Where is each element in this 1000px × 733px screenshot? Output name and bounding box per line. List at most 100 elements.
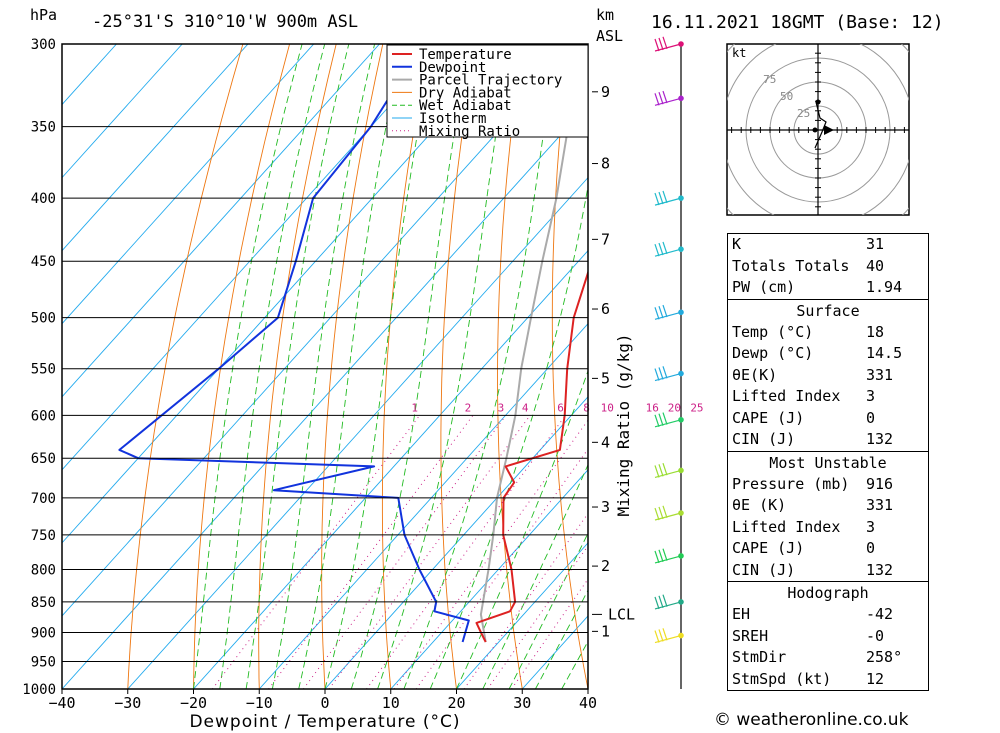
km-tick-label: 3 [601, 498, 610, 516]
isotherm [62, 44, 512, 544]
wind-barb-flag [658, 37, 664, 51]
dry-adiabat [551, 44, 588, 689]
wind-barb-flag [662, 594, 668, 607]
wind-barb-flag [654, 507, 660, 521]
dry-adiabat [942, 44, 1000, 689]
totals-label: Totals Totals [732, 256, 850, 275]
wind-barb [654, 311, 682, 320]
legend-label: Parcel Trajectory [419, 73, 562, 89]
pressure-tick-label: 350 [31, 120, 56, 136]
wind-barb-flag [662, 412, 668, 425]
surface-theta-label: θE(K) [732, 365, 778, 384]
km-tick-label: 7 [601, 230, 610, 248]
totals-row: Totals Totals 40 [728, 256, 928, 278]
surface-li-value: 3 [866, 387, 876, 405]
eh-row: EH -42 [728, 604, 928, 626]
wind-barb-flag [662, 463, 668, 476]
km-tick-label: 4 [601, 433, 610, 451]
mixing-ratio-label: 3 [498, 401, 505, 414]
pressure-tick-label: 500 [31, 311, 56, 327]
surface-temp-row: Temp (°C) 18 [728, 322, 928, 344]
hodograph-ring-label: 50 [780, 90, 793, 103]
mu-cape-row: CAPE (J) 0 [728, 538, 928, 560]
temp-tick-label: 40 [579, 694, 597, 712]
wet-adiabat [377, 44, 511, 689]
credit-link[interactable]: © weatheronline.co.uk [714, 710, 909, 730]
isotherm [62, 44, 183, 179]
wind-barb-flag [662, 36, 668, 49]
k-label: K [732, 235, 742, 253]
surface-dewp-label: Dewp (°C) [732, 344, 814, 362]
dry-adiabat [989, 44, 1000, 689]
mixing-ratio-label: 16 [646, 401, 659, 414]
isotherm [127, 176, 588, 689]
wind-barb-flag [654, 550, 660, 564]
isotherm [62, 44, 249, 252]
mixing-ratio-label: 6 [557, 401, 564, 414]
surface-li-label: Lifted Index [732, 387, 841, 405]
mu-li-value: 3 [866, 517, 876, 536]
mu-pressure-label: Pressure (mb) [732, 474, 850, 493]
mixing-ratio-label: 4 [522, 401, 529, 414]
legend-label: Dry Adiabat [419, 85, 512, 101]
wind-barb-flag [658, 191, 664, 205]
legend-label: Mixing Ratio [419, 124, 520, 140]
mu-cape-label: CAPE (J) [732, 539, 805, 557]
hodograph: 25 50 75 kt [726, 43, 910, 216]
pressure-tick-label: 650 [31, 451, 56, 467]
wind-barb-flag [662, 190, 668, 204]
pressure-tick-label: 600 [31, 408, 56, 424]
wind-barb-flag [658, 629, 664, 642]
mu-theta-value: 331 [866, 496, 894, 514]
pw-row: PW (cm) 1.94 [728, 277, 928, 299]
hodograph-trace [814, 101, 827, 149]
hodograph-ring-label: 75 [763, 73, 776, 86]
wind-barb-flag [658, 305, 664, 319]
wind-barb [654, 634, 682, 644]
sreh-label: SREH [732, 626, 769, 645]
legend-label: Wet Adiabat [419, 98, 512, 114]
pressure-tick-label: 950 [31, 655, 56, 671]
wind-barb-flag [662, 505, 668, 519]
km-tick-label: 9 [601, 83, 610, 101]
isotherm [193, 249, 588, 689]
km-tick-label: 5 [601, 369, 610, 387]
legend-label: Dewpoint [419, 60, 486, 76]
location-title: -25°31'S 310°10'W 900m ASL [92, 12, 359, 32]
surface-theta-row: θE(K) 331 [728, 365, 928, 387]
isotherm [324, 396, 588, 689]
plot-frame [61, 43, 589, 690]
pressure-tick-label: 400 [31, 191, 56, 207]
hodograph-unit: kt [732, 46, 746, 60]
isotherm [62, 44, 578, 617]
pressure-tick-label: 850 [31, 595, 56, 611]
wind-barb-flag [654, 368, 660, 381]
dewpoint-line [118, 44, 470, 643]
wind-barb-flag [654, 596, 660, 610]
wind-barb [654, 419, 682, 428]
surface-cin-label: CIN (J) [732, 430, 796, 448]
wind-barb-flag [662, 628, 668, 641]
surface-temp-value: 18 [866, 322, 885, 341]
isotherm [62, 44, 315, 325]
storm-motion-arrow [824, 125, 834, 135]
wind-barb-flag [658, 92, 664, 105]
wet-adiabat [350, 44, 471, 689]
indices-table: K 31 Totals Totals 40 PW (cm) 1.94 Surface … [727, 233, 929, 691]
datetime-title: 16.11.2021 18GMT (Base: 12) [651, 12, 944, 33]
surface-cape-row: CAPE (J) 0 [728, 408, 928, 430]
totals-value: 40 [866, 256, 885, 275]
wind-barb-flag [654, 630, 660, 643]
mu-theta-row: θE (K) 331 [728, 495, 928, 517]
hodograph-title: Hodograph [728, 581, 928, 604]
surface-li-row: Lifted Index 3 [728, 386, 928, 408]
surface-cape-label: CAPE (J) [732, 408, 805, 427]
mixing-ratio-line [302, 415, 507, 689]
dry-adiabat [258, 44, 337, 689]
isotherm [62, 103, 588, 689]
surface-theta-value: 331 [866, 365, 894, 384]
mixing-ratio-line [463, 512, 588, 689]
stmspd-value: 12 [866, 669, 885, 688]
